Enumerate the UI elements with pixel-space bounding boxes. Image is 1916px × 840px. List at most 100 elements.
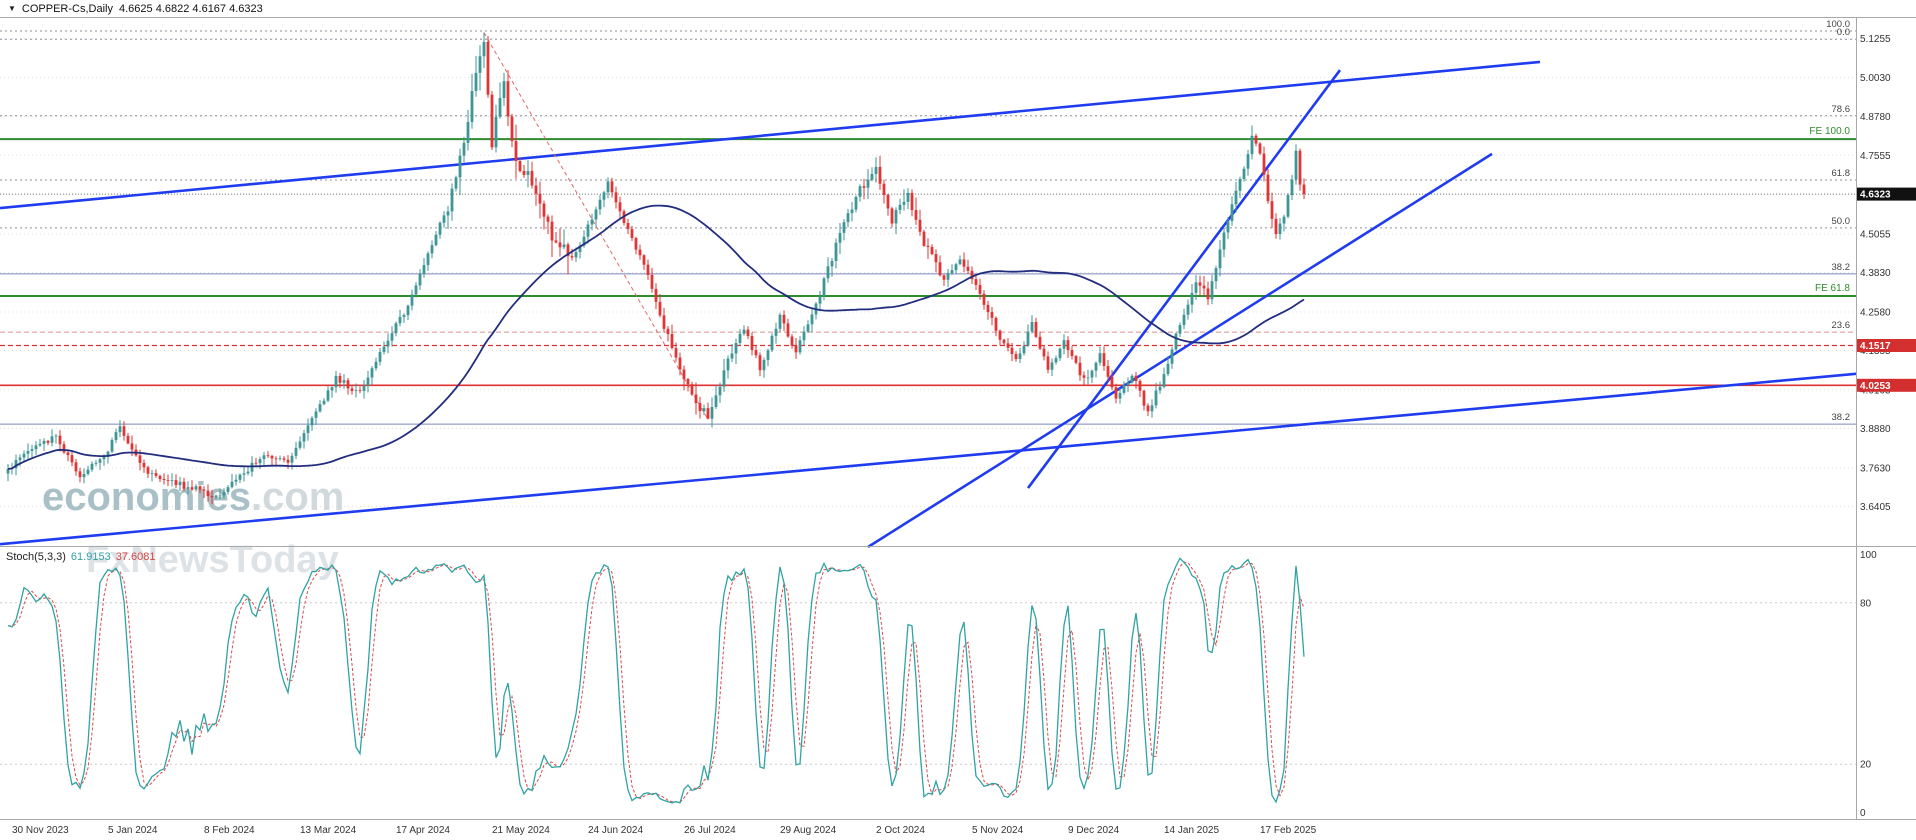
candle-body bbox=[1246, 154, 1250, 169]
trendlines[interactable] bbox=[0, 32, 1860, 549]
candle-body bbox=[1070, 350, 1074, 357]
candle-body bbox=[534, 185, 538, 194]
stoch-axis-label[interactable]: 100 bbox=[1860, 550, 1877, 561]
stoch-axis-label[interactable]: 0 bbox=[1860, 808, 1866, 819]
trendline[interactable] bbox=[0, 372, 1860, 546]
candle-body bbox=[66, 452, 70, 456]
fib-trendline[interactable] bbox=[483, 32, 709, 420]
candle-body bbox=[858, 186, 862, 197]
trendline[interactable] bbox=[867, 152, 1493, 549]
time-axis-label[interactable]: 26 Jul 2024 bbox=[684, 825, 736, 836]
price-badge bbox=[1857, 187, 1916, 201]
candle-body bbox=[1138, 380, 1142, 391]
price-badge-value: 4.1517 bbox=[1860, 341, 1891, 352]
candle-body bbox=[1222, 232, 1226, 250]
candle-body bbox=[410, 294, 414, 306]
price-axis-label[interactable]: 5.1255 bbox=[1860, 34, 1891, 45]
price-axis-label[interactable]: 4.5055 bbox=[1860, 230, 1891, 241]
candle-body bbox=[18, 457, 22, 461]
stoch-axis-label[interactable]: 80 bbox=[1860, 598, 1872, 609]
price-axis-label[interactable]: 4.7555 bbox=[1860, 151, 1891, 162]
candle-body bbox=[290, 455, 294, 463]
candle-body bbox=[1238, 179, 1242, 191]
trendline[interactable] bbox=[1026, 69, 1342, 489]
candle-body bbox=[130, 443, 134, 450]
time-axis-label[interactable]: 14 Jan 2025 bbox=[1164, 825, 1219, 836]
stoch-axis-label[interactable]: 20 bbox=[1860, 760, 1872, 771]
candle-body bbox=[422, 265, 426, 274]
candle-body bbox=[878, 166, 882, 184]
candle-body bbox=[138, 455, 142, 463]
candle-body bbox=[538, 193, 542, 204]
time-axis-label[interactable]: 13 Mar 2024 bbox=[300, 825, 357, 836]
candle-body bbox=[770, 335, 774, 351]
candle-body bbox=[674, 348, 678, 358]
candle-body bbox=[530, 171, 534, 186]
candle-body bbox=[78, 471, 82, 478]
candle-body bbox=[810, 314, 814, 325]
candle-body bbox=[62, 444, 66, 453]
price-axis-label[interactable]: 5.0030 bbox=[1860, 73, 1891, 84]
grid-lines bbox=[0, 38, 1856, 765]
price-badge-value: 4.6323 bbox=[1860, 190, 1891, 201]
time-axis-label[interactable]: 9 Dec 2024 bbox=[1068, 825, 1120, 836]
time-axis-label[interactable]: 5 Nov 2024 bbox=[972, 825, 1024, 836]
price-axis-label[interactable]: 4.2580 bbox=[1860, 308, 1891, 319]
price-axis-label[interactable]: 3.8880 bbox=[1860, 424, 1891, 435]
price-axis-label[interactable]: 3.7630 bbox=[1860, 463, 1891, 474]
watermark-brand-suffix: .com bbox=[251, 475, 344, 519]
candle-body bbox=[354, 390, 358, 392]
time-axis-label[interactable]: 8 Feb 2024 bbox=[204, 825, 255, 836]
candle-body bbox=[322, 400, 326, 405]
candle-body bbox=[318, 404, 322, 412]
candle-body bbox=[574, 252, 578, 258]
candle-body bbox=[1030, 321, 1034, 332]
price-axis-label[interactable]: 4.8780 bbox=[1860, 112, 1891, 123]
time-axis-label[interactable]: 29 Aug 2024 bbox=[780, 825, 837, 836]
time-axis-label[interactable]: 17 Apr 2024 bbox=[396, 825, 450, 836]
time-axis-label[interactable]: 17 Feb 2025 bbox=[1260, 825, 1317, 836]
candle-body bbox=[194, 486, 198, 490]
trendline[interactable] bbox=[0, 60, 1541, 210]
candle-body bbox=[1102, 353, 1106, 366]
candle-body bbox=[214, 495, 218, 498]
candle-body bbox=[918, 219, 922, 232]
candle-body bbox=[762, 359, 766, 371]
candle-body bbox=[326, 390, 330, 401]
symbol-dropdown-icon[interactable]: ▼ bbox=[8, 4, 16, 13]
time-axis-label[interactable]: 2 Oct 2024 bbox=[876, 825, 925, 836]
stochastic-lines bbox=[7, 557, 1305, 804]
candle-body bbox=[854, 196, 858, 210]
stoch-signal-line bbox=[7, 561, 1305, 803]
candle-body bbox=[558, 242, 562, 248]
candle-body bbox=[958, 259, 962, 265]
time-axis-label[interactable]: 30 Nov 2023 bbox=[12, 825, 69, 836]
time-axis-label[interactable]: 5 Jan 2024 bbox=[108, 825, 158, 836]
candle-body bbox=[418, 273, 422, 286]
candle-body bbox=[298, 441, 302, 448]
candle-body bbox=[34, 445, 38, 450]
time-axis-label[interactable]: 24 Jun 2024 bbox=[588, 825, 643, 836]
price-axis[interactable]: 5.12555.00304.87804.75554.63054.50554.38… bbox=[1857, 34, 1916, 819]
candle-body bbox=[1094, 362, 1098, 371]
time-axis[interactable]: 30 Nov 2023 5 Jan 2024 8 Feb 2024 13 Mar 20… bbox=[12, 825, 1317, 836]
candle-body bbox=[390, 333, 394, 341]
candle-body bbox=[282, 458, 286, 460]
price-axis-label[interactable]: 3.6405 bbox=[1860, 502, 1891, 513]
candle-body bbox=[970, 270, 974, 280]
candle-body bbox=[90, 463, 94, 470]
time-axis-label[interactable]: 21 May 2024 bbox=[492, 825, 550, 836]
candle-body bbox=[542, 203, 546, 217]
chart-header: ▼ COPPER-Cs,Daily 4.6625 4.6822 4.6167 4… bbox=[0, 0, 1916, 17]
candle-body bbox=[1082, 375, 1086, 378]
price-badge-value: 4.0253 bbox=[1860, 381, 1891, 392]
candle-body bbox=[982, 293, 986, 305]
candle-body bbox=[1294, 150, 1298, 180]
candle-body bbox=[346, 380, 350, 389]
candle-body bbox=[962, 259, 966, 267]
price-axis-label[interactable]: 4.3830 bbox=[1860, 268, 1891, 279]
candle-body bbox=[1218, 249, 1222, 269]
fib-level-label: 38.2 bbox=[1832, 412, 1851, 423]
candle-body bbox=[730, 353, 734, 359]
